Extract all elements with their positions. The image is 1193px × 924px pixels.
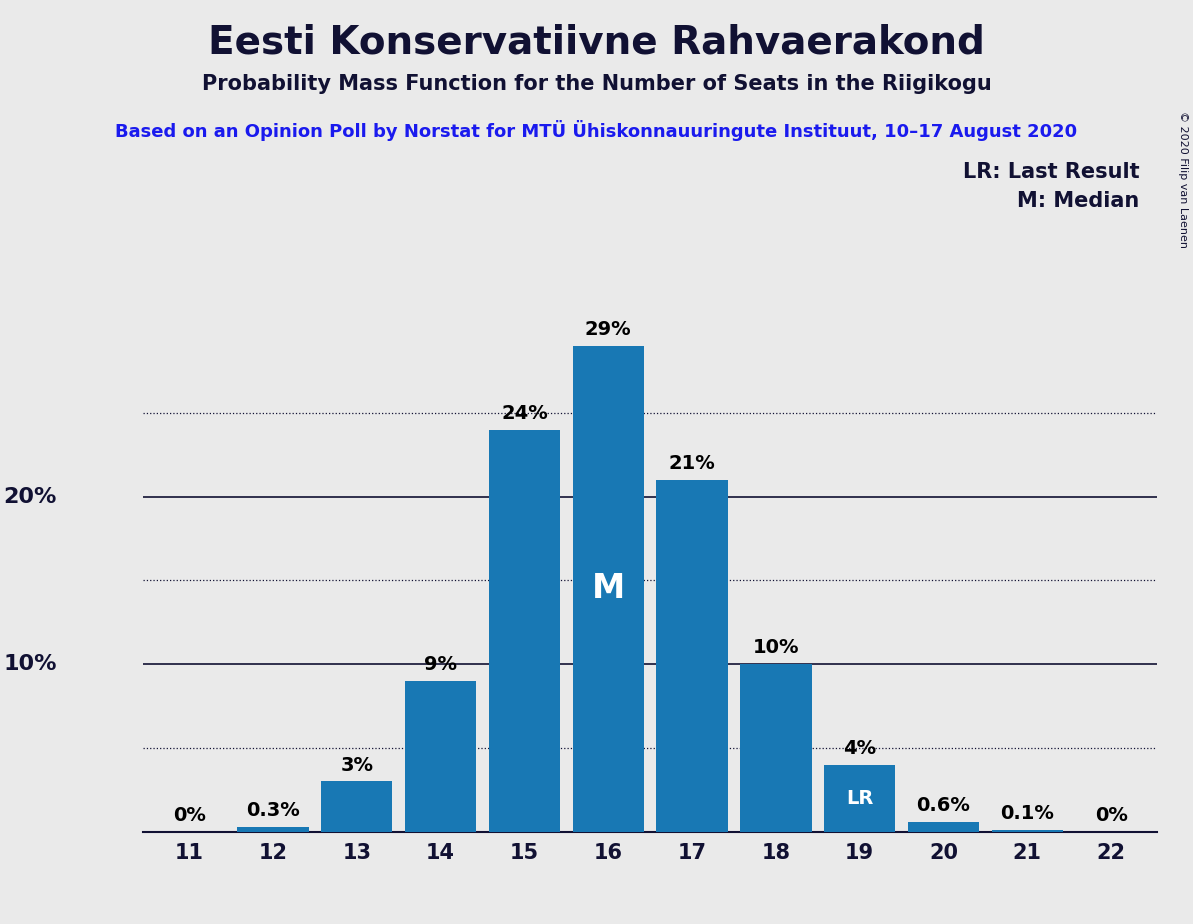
Text: 3%: 3% — [340, 756, 373, 774]
Text: 0.3%: 0.3% — [246, 801, 299, 820]
Bar — [573, 346, 644, 832]
Bar — [489, 430, 560, 832]
Text: 0%: 0% — [1095, 806, 1127, 825]
Text: 0.1%: 0.1% — [1001, 804, 1055, 823]
Bar — [237, 827, 309, 832]
Bar — [656, 480, 728, 832]
Text: 10%: 10% — [753, 638, 799, 658]
Bar — [321, 782, 392, 832]
Text: LR: Last Result: LR: Last Result — [963, 162, 1139, 182]
Text: Probability Mass Function for the Number of Seats in the Riigikogu: Probability Mass Function for the Number… — [202, 74, 991, 94]
Bar — [991, 830, 1063, 832]
Text: LR: LR — [846, 788, 873, 808]
Bar — [824, 765, 895, 832]
Bar — [908, 821, 979, 832]
Text: 29%: 29% — [585, 321, 631, 339]
Text: Eesti Konservatiivne Rahvaerakond: Eesti Konservatiivne Rahvaerakond — [208, 23, 985, 61]
Text: 0%: 0% — [173, 806, 205, 825]
Text: M: M — [592, 572, 625, 605]
Text: M: Median: M: Median — [1018, 191, 1139, 212]
Text: 0.6%: 0.6% — [916, 796, 970, 815]
Bar — [406, 681, 476, 832]
Text: © 2020 Filip van Laenen: © 2020 Filip van Laenen — [1179, 111, 1188, 248]
Text: 10%: 10% — [4, 654, 57, 675]
Text: 24%: 24% — [501, 404, 548, 423]
Text: Based on an Opinion Poll by Norstat for MTÜ Ühiskonnauuringute Instituut, 10–17 : Based on an Opinion Poll by Norstat for … — [116, 120, 1077, 141]
Bar — [741, 664, 811, 832]
Text: 20%: 20% — [4, 487, 57, 506]
Text: 4%: 4% — [843, 739, 877, 758]
Text: 21%: 21% — [669, 455, 716, 473]
Text: 9%: 9% — [425, 655, 457, 675]
